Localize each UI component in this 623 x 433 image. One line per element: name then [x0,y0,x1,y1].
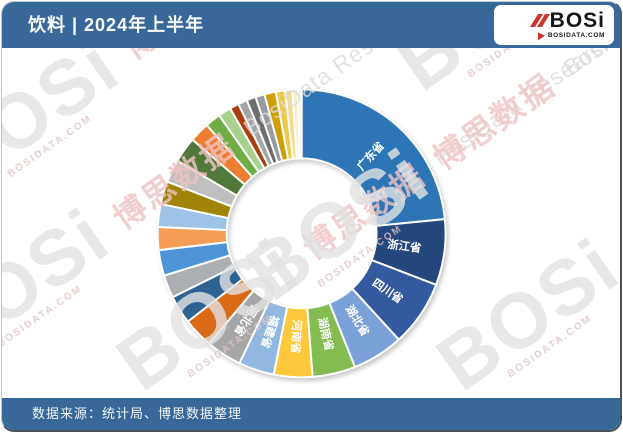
logo-stripes-icon [529,14,550,27]
footer-bar: 数据来源：统计局、博思数据整理 [2,398,620,430]
logo-bottom-row: BOSIDATA.COM [537,31,605,40]
bosi-logo: BOSi BOSIDATA.COM [494,5,614,45]
logo-top-row: BOSi [529,8,605,32]
chart-area: 广东省 浙江省 四川省 湖北省 湖南省 河南省 福建省 河北省 BOSi BOSIDATA.CO… [2,48,620,398]
data-source-note: 数据来源：统计局、博思数据整理 [32,406,243,421]
page-title: 饮料 | 2024年上半年 [28,15,205,35]
logo-brand-text: BOSi [549,8,605,32]
header-bar: 饮料 | 2024年上半年 BOSi BOSIDATA.COM [2,2,620,48]
slice-label: 河南省 [288,319,304,354]
slice-label: 浙江省 [387,237,423,255]
donut-slice [300,88,446,228]
logo-domain-text: BOSIDATA.COM [547,32,605,39]
logo-triangle-icon [537,31,545,40]
donut-slice [296,88,303,160]
